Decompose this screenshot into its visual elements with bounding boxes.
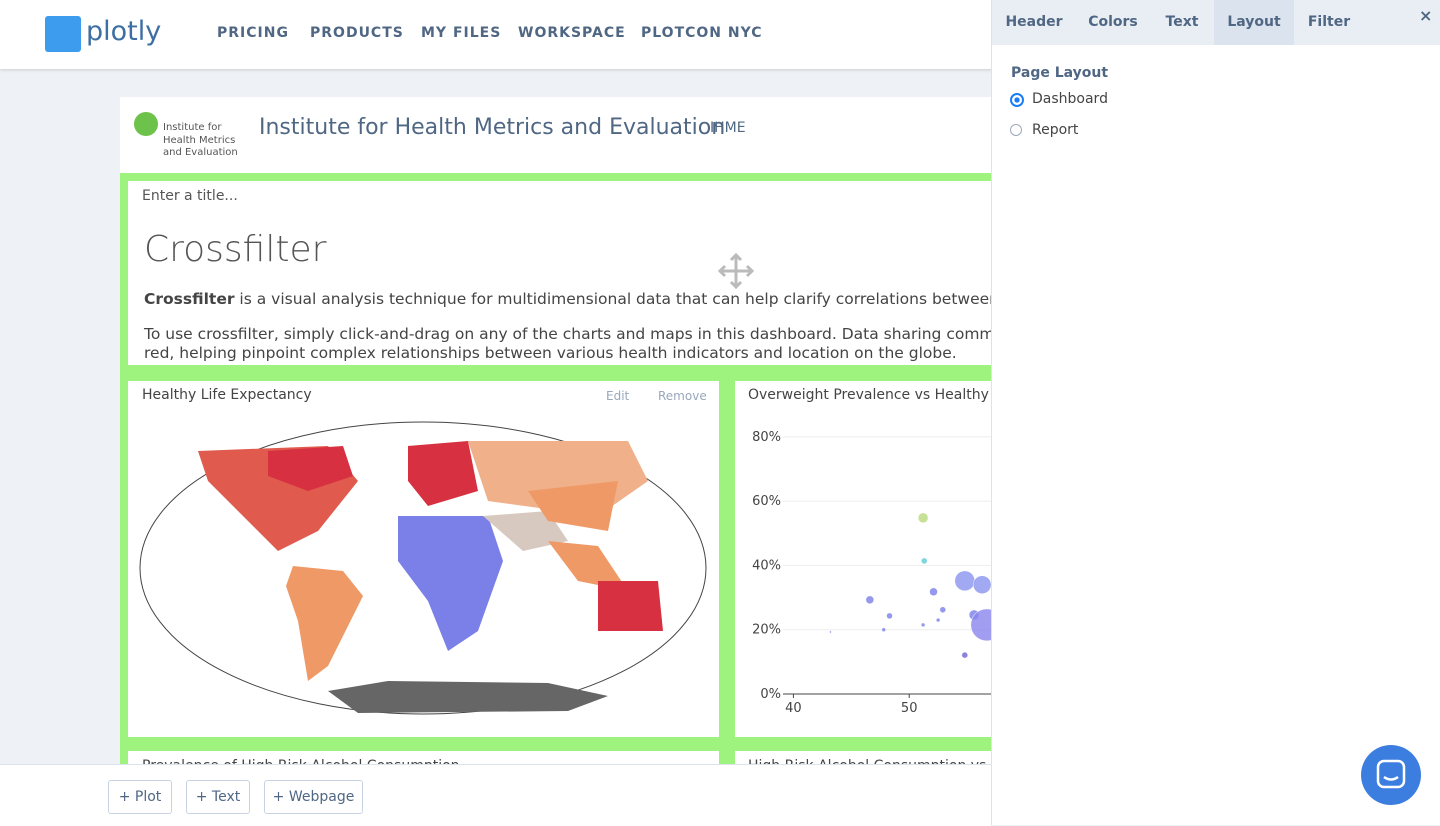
org-logo xyxy=(134,112,158,136)
y-tick-label: 20% xyxy=(752,623,781,638)
x-tick-label: 40 xyxy=(785,701,802,716)
tab[interactable]: Text xyxy=(1150,0,1214,45)
card-title: Healthy Life Expectancy xyxy=(142,387,312,403)
dashboard-short: IHME xyxy=(710,120,746,136)
logo[interactable]: plotly xyxy=(86,16,162,47)
scatter-chart: 0% 20% 40% 60% 80% 40 50 xyxy=(752,430,991,716)
radio-selected[interactable] xyxy=(1010,93,1024,107)
nav-link[interactable]: WORKSPACE xyxy=(518,25,626,41)
tab[interactable]: Header xyxy=(992,0,1076,45)
point xyxy=(939,606,947,614)
org-logo-text: Institute for Health Metrics and Evaluat… xyxy=(163,122,238,160)
point xyxy=(972,575,991,594)
paragraph: To use crossfilter, simply click-and-dra… xyxy=(144,325,991,343)
y-tick-label: 40% xyxy=(752,558,781,573)
y-tick-label: 80% xyxy=(752,430,781,445)
paragraph: red, helping pinpoint complex relationsh… xyxy=(144,344,957,362)
point xyxy=(881,627,886,632)
nav-link[interactable]: MY FILES xyxy=(421,25,502,41)
y-tick-label: 60% xyxy=(752,494,781,509)
logo-line: Institute for xyxy=(163,122,222,133)
radio[interactable] xyxy=(1010,124,1022,136)
bold-text: Crossfilter xyxy=(144,290,235,308)
point xyxy=(935,617,941,623)
point xyxy=(954,570,976,592)
y-tick-label: 0% xyxy=(760,687,781,702)
close-button[interactable]: × xyxy=(1419,6,1433,25)
radio-label[interactable]: Report xyxy=(1032,122,1079,138)
point xyxy=(970,608,991,642)
x-tick-label: 50 xyxy=(901,701,918,716)
card-title: Overweight Prevalence vs Healthy Life xyxy=(748,387,991,403)
point xyxy=(920,622,926,628)
logo-icon[interactable] xyxy=(45,16,81,52)
edit-button[interactable]: Edit xyxy=(606,389,630,403)
scatter-card: Overweight Prevalence vs Healthy Life 0%… xyxy=(735,381,991,737)
nav-link[interactable]: PLOTCON NYC xyxy=(641,25,763,41)
point xyxy=(961,651,969,659)
add-text-button[interactable]: + Text xyxy=(186,780,250,814)
map-card: Healthy Life Expectancy Edit Remove xyxy=(128,381,719,737)
text-block[interactable]: Enter a title... Crossfilter Crossfilter… xyxy=(128,181,991,365)
point xyxy=(929,587,938,597)
point xyxy=(829,630,832,634)
tab[interactable]: Colors xyxy=(1076,0,1150,45)
point xyxy=(886,612,893,620)
chat-button[interactable] xyxy=(1361,745,1421,805)
nav-link[interactable]: PRICING xyxy=(217,25,289,41)
paragraph: Crossfilter is a visual analysis techniq… xyxy=(144,290,991,308)
heading: Crossfilter xyxy=(144,229,327,270)
radio-label[interactable]: Dashboard xyxy=(1032,91,1108,107)
dashboard-title: Institute for Health Metrics and Evaluat… xyxy=(259,115,726,140)
add-webpage-button[interactable]: + Webpage xyxy=(264,780,363,814)
tab[interactable]: Filter xyxy=(1294,0,1364,45)
point xyxy=(921,557,928,565)
move-icon[interactable] xyxy=(718,253,754,289)
add-plot-button[interactable]: + Plot xyxy=(108,780,172,814)
logo-line: and Evaluation xyxy=(163,147,238,158)
title-placeholder[interactable]: Enter a title... xyxy=(142,188,238,204)
dashboard-header: Institute for Health Metrics and Evaluat… xyxy=(120,97,991,173)
toolbar: + Plot + Text + Webpage xyxy=(0,764,991,826)
text: is a visual analysis technique for multi… xyxy=(234,290,991,308)
remove-button[interactable]: Remove xyxy=(658,389,707,403)
point xyxy=(865,595,875,605)
world-map xyxy=(139,421,707,715)
settings-panel: Header Colors Text Layout Filter × Page … xyxy=(991,0,1440,825)
logo-line: Health Metrics xyxy=(163,134,236,146)
point xyxy=(917,512,929,524)
nav-link[interactable]: PRODUCTS xyxy=(310,25,404,41)
tab-active[interactable]: Layout xyxy=(1214,0,1294,45)
chat-icon xyxy=(1376,759,1406,789)
section-title: Page Layout xyxy=(1011,65,1109,81)
